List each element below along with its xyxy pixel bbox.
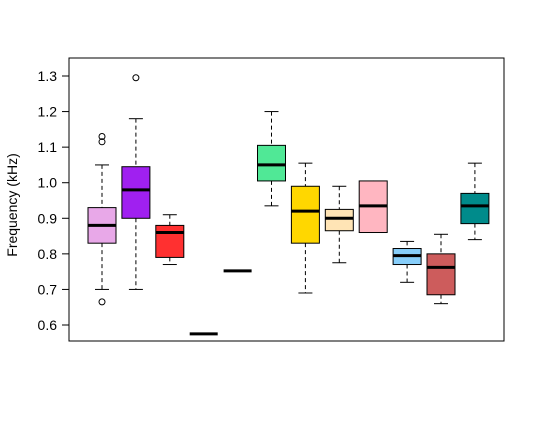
box-group bbox=[155, 214, 185, 266]
y-tick-label: 0.7 bbox=[38, 281, 58, 297]
box-group bbox=[460, 162, 490, 241]
y-axis-label: Frequency (kHz) bbox=[4, 153, 20, 256]
box-iqr bbox=[121, 166, 151, 219]
box-group bbox=[290, 162, 320, 294]
box-group bbox=[358, 180, 388, 234]
box-iqr bbox=[257, 144, 286, 182]
box-group bbox=[426, 233, 456, 305]
box-iqr bbox=[324, 208, 354, 232]
y-tick-label: 1.2 bbox=[38, 104, 58, 120]
boxes-group bbox=[87, 74, 490, 336]
y-tick-label: 0.8 bbox=[38, 246, 58, 262]
box-group bbox=[257, 111, 286, 207]
outlier-point bbox=[98, 138, 106, 146]
box-group bbox=[392, 240, 422, 283]
box-group bbox=[324, 185, 354, 264]
y-axis: 0.6 0.7 0.8 0.9 1.0 1.1 1.2 1.3 bbox=[38, 68, 70, 333]
outlier-point bbox=[98, 132, 106, 140]
box-group bbox=[121, 74, 151, 290]
box-iqr bbox=[426, 253, 456, 296]
y-tick-label: 0.9 bbox=[38, 210, 58, 226]
outlier-point bbox=[132, 74, 140, 82]
y-tick-label: 1.0 bbox=[38, 175, 58, 191]
outlier-point bbox=[98, 298, 106, 306]
y-tick-label: 1.3 bbox=[38, 68, 58, 84]
box-iqr bbox=[290, 185, 320, 244]
box-group bbox=[87, 132, 117, 306]
y-tick-label: 1.1 bbox=[38, 139, 58, 155]
box-iqr bbox=[460, 192, 490, 225]
y-tick-label: 0.6 bbox=[38, 317, 58, 333]
box-iqr bbox=[155, 224, 185, 258]
